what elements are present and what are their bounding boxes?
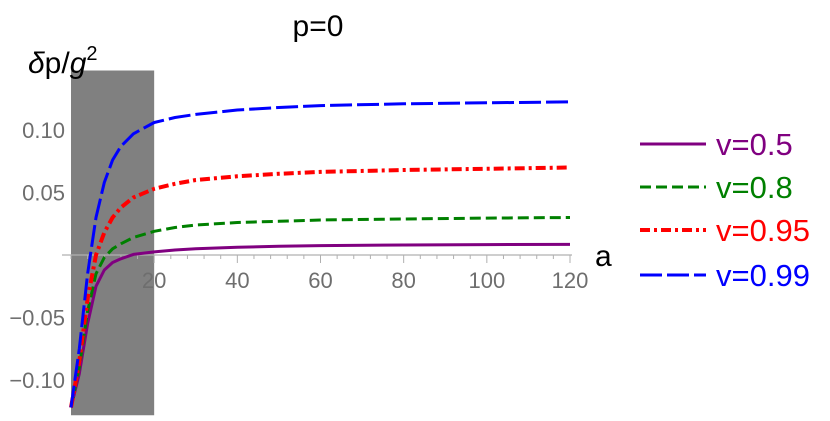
- x-tick-label: 60: [308, 268, 332, 293]
- x-axis-label: a: [595, 240, 612, 273]
- shaded-region-layer: [71, 70, 155, 416]
- legend-label: v=0.99: [716, 258, 810, 293]
- chart-title: p=0: [293, 10, 344, 43]
- legend-label: v=0.8: [716, 170, 793, 205]
- y-axis-label-exp: 2: [86, 43, 97, 65]
- axes: [62, 254, 572, 263]
- y-axis-label: δp/g2: [28, 43, 98, 80]
- y-tick-label: 0.05: [22, 181, 65, 206]
- series-line-3: [69, 165, 571, 408]
- x-tick-label: 100: [468, 268, 505, 293]
- series-line-4: [69, 100, 571, 408]
- tick-labels: 20 40 60 80 100 120 −0.10 −0.05 0.05 0.10: [9, 118, 588, 393]
- legend: v=0.5 v=0.8 v=0.95 v=0.99: [640, 127, 810, 293]
- x-tick-label: 40: [225, 268, 249, 293]
- y-tick-label: −0.10: [9, 368, 65, 393]
- x-tick-label: 120: [552, 268, 589, 293]
- series-line-1: [69, 242, 571, 408]
- y-axis-label-p: p/: [45, 47, 71, 80]
- y-axis-label-g: g: [70, 47, 87, 80]
- x-tick-label: 20: [142, 268, 166, 293]
- shaded-region: [71, 70, 155, 416]
- y-tick-label: 0.10: [22, 118, 65, 143]
- series-line-2: [69, 216, 571, 408]
- series-layer: [69, 100, 571, 408]
- y-axis-label-delta: δ: [28, 47, 45, 80]
- y-tick-label: −0.05: [9, 306, 65, 331]
- legend-label: v=0.5: [716, 127, 793, 162]
- x-tick-label: 80: [391, 268, 415, 293]
- legend-label: v=0.95: [716, 213, 810, 248]
